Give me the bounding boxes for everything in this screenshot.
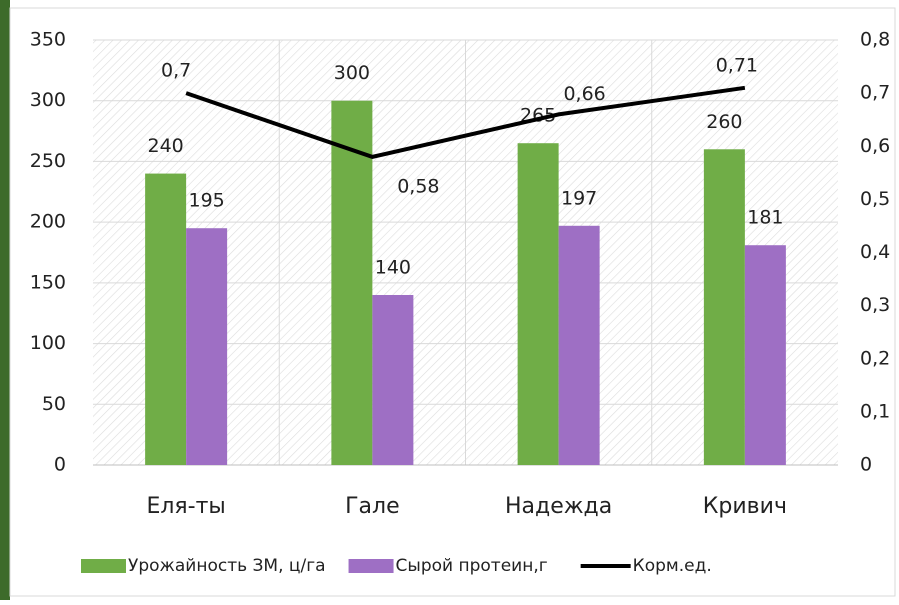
bar xyxy=(559,226,600,465)
legend-swatch xyxy=(349,559,394,573)
y-tick-label: 150 xyxy=(30,271,66,293)
legend-swatch xyxy=(81,559,126,573)
x-tick-label: Надежда xyxy=(505,494,612,519)
bar xyxy=(145,174,186,465)
y2-tick-label: 0,5 xyxy=(860,188,890,210)
y-tick-label: 350 xyxy=(30,29,66,51)
x-tick-label: Гале xyxy=(345,494,400,519)
data-label: 240 xyxy=(147,135,183,157)
y-tick-label: 250 xyxy=(30,150,66,172)
data-label: 140 xyxy=(375,257,411,279)
y-tick-label: 100 xyxy=(30,332,66,354)
y-tick-label: 300 xyxy=(30,89,66,111)
legend-label: Урожайность ЗМ, ц/га xyxy=(128,556,326,576)
y2-tick-label: 0,8 xyxy=(860,29,890,51)
bar xyxy=(745,245,786,465)
chart: 0 50 100 150 200 250 300 350 0 0,1 0,2 0,3 0,4 0,5 0,6… xyxy=(0,0,899,600)
legend-label: Корм.ед. xyxy=(633,556,712,576)
y-tick-label: 200 xyxy=(30,211,66,233)
data-label: 260 xyxy=(706,111,742,133)
y2-tick-label: 0,3 xyxy=(860,294,890,316)
y2-tick-label: 0,4 xyxy=(860,241,890,263)
bar xyxy=(518,143,559,465)
data-label: 0,58 xyxy=(397,175,439,197)
bar xyxy=(372,295,413,465)
side-photo-edge xyxy=(0,0,10,600)
y-tick-label: 0 xyxy=(54,454,66,476)
bar xyxy=(186,228,227,465)
legend-label: Сырой протеин,г xyxy=(396,556,548,576)
data-label: 0,66 xyxy=(563,83,605,105)
y-tick-label: 50 xyxy=(42,393,66,415)
y2-tick-label: 0 xyxy=(860,454,872,476)
data-label: 197 xyxy=(561,187,597,209)
data-label: 0,71 xyxy=(716,54,758,76)
y2-tick-label: 0,2 xyxy=(860,347,890,369)
data-label: 195 xyxy=(188,190,224,212)
y2-tick-label: 0,1 xyxy=(860,400,890,422)
y2-tick-label: 0,6 xyxy=(860,135,890,157)
x-tick-label: Кривич xyxy=(703,494,787,519)
x-tick-label: Еля-ты xyxy=(146,494,225,519)
bar xyxy=(704,149,745,465)
y2-tick-label: 0,7 xyxy=(860,82,890,104)
data-label: 300 xyxy=(334,62,370,84)
data-label: 181 xyxy=(747,207,783,229)
data-label: 0,7 xyxy=(161,60,191,82)
